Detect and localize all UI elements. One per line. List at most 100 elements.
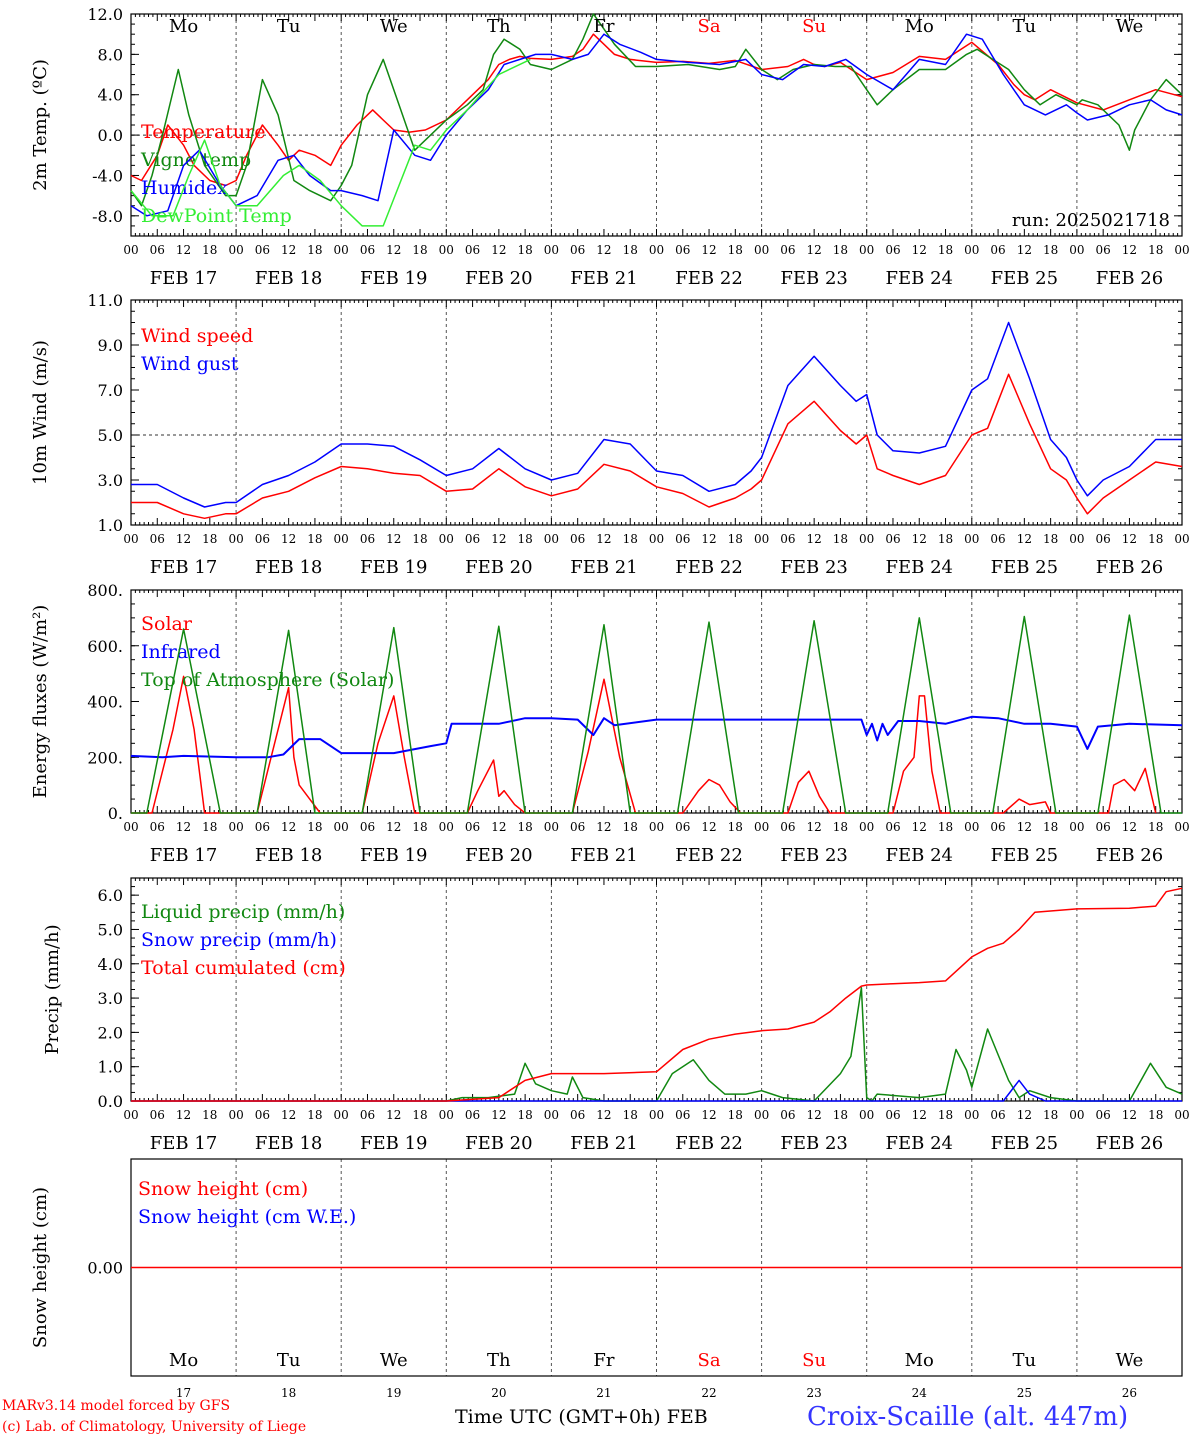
y-axis-label: Precip (mm/h)	[42, 924, 63, 1054]
y-tick-label: 5.0	[98, 920, 123, 939]
hour-tick-label: 00	[544, 243, 559, 257]
hour-tick-label: 06	[885, 532, 900, 546]
hour-tick-label: 06	[360, 243, 375, 257]
hour-tick-label: 00	[859, 243, 874, 257]
hour-tick-label: 06	[570, 532, 585, 546]
hour-tick-label: 06	[885, 820, 900, 834]
y-tick-label: 7.0	[98, 381, 123, 400]
hour-tick-label: 06	[360, 1108, 375, 1122]
hour-tick-label: 00	[123, 1108, 138, 1122]
y-tick-label: 600.	[87, 637, 123, 656]
hour-tick-label: 18	[938, 532, 953, 546]
weekday-label: Sa	[698, 1350, 721, 1371]
hour-tick-label: 12	[596, 243, 611, 257]
day-number-label: 19	[386, 1386, 401, 1400]
y-tick-label: 4.0	[98, 86, 123, 105]
y-tick-label: 400.	[87, 693, 123, 712]
hour-tick-label: 00	[1069, 243, 1084, 257]
hour-tick-label: 18	[728, 532, 743, 546]
date-label: FEB 23	[780, 557, 847, 578]
hour-tick-label: 12	[912, 1108, 927, 1122]
date-label: FEB 19	[360, 845, 427, 866]
date-label: FEB 22	[675, 845, 742, 866]
weekday-label: Mo	[905, 1350, 934, 1371]
hour-tick-label: 00	[859, 820, 874, 834]
legend-entry: Wind gust	[141, 353, 239, 375]
hour-tick-label: 12	[386, 820, 401, 834]
date-label: FEB 20	[465, 845, 532, 866]
day-number-label: 17	[176, 1386, 191, 1400]
legend-entry: Liquid precip (mm/h)	[141, 901, 345, 923]
plot-frame	[130, 589, 1183, 814]
hour-tick-label: 06	[570, 1108, 585, 1122]
hour-tick-label: 12	[701, 532, 716, 546]
date-label: FEB 17	[150, 268, 217, 289]
y-axis-label: 2m Temp. (ºC)	[30, 59, 51, 191]
hour-tick-label: 00	[228, 243, 243, 257]
legend-entry: Snow height (cm)	[138, 1178, 308, 1200]
hour-tick-label: 06	[990, 243, 1005, 257]
hour-tick-label: 00	[754, 820, 769, 834]
legend-entry: Snow height (cm W.E.)	[138, 1206, 356, 1228]
weekday-label: Su	[802, 16, 826, 37]
date-label: FEB 25	[991, 557, 1058, 578]
date-label: FEB 25	[991, 1133, 1058, 1154]
legend-entry: Wind speed	[141, 325, 253, 347]
hour-tick-label: 00	[1174, 532, 1189, 546]
date-label: FEB 20	[465, 1133, 532, 1154]
weekday-label: We	[1116, 16, 1144, 37]
y-tick-label: 1.0	[98, 516, 123, 535]
day-number-label: 24	[912, 1386, 928, 1400]
hour-tick-label: 06	[1096, 820, 1111, 834]
y-axis-label: Snow height (cm)	[30, 1187, 51, 1348]
legend-entry: Temperature	[141, 121, 265, 143]
hour-tick-label: 18	[517, 532, 532, 546]
hour-tick-label: 00	[649, 243, 664, 257]
y-tick-label: 8.0	[98, 45, 123, 64]
hour-tick-label: 00	[334, 243, 349, 257]
series-line	[130, 715, 1183, 759]
weekday-label: Tu	[277, 1350, 301, 1371]
weekday-label: Mo	[905, 16, 934, 37]
date-label: FEB 19	[360, 1133, 427, 1154]
date-label: FEB 18	[255, 268, 322, 289]
date-label: FEB 26	[1096, 845, 1163, 866]
time-axis-caption: Time UTC (GMT+0h) FEB	[455, 1406, 708, 1428]
hour-tick-label: 06	[675, 532, 690, 546]
weekday-label: Mo	[169, 16, 198, 37]
legend-entry: Infrared	[141, 641, 221, 663]
hour-tick-label: 12	[701, 1108, 716, 1122]
series-line	[130, 58, 531, 227]
hour-tick-label: 18	[1043, 532, 1058, 546]
hour-tick-label: 12	[176, 820, 191, 834]
hour-tick-label: 18	[833, 243, 848, 257]
y-tick-label: 3.0	[98, 989, 123, 1008]
hour-tick-label: 00	[544, 820, 559, 834]
hour-tick-label: 06	[990, 532, 1005, 546]
hour-tick-label: 06	[150, 243, 165, 257]
hour-tick-label: 18	[728, 243, 743, 257]
hour-tick-label: 06	[990, 820, 1005, 834]
station-name: Croix-Scaille (alt. 447m)	[807, 1402, 1129, 1432]
series-line	[131, 675, 1157, 814]
y-tick-label: 12.0	[87, 5, 123, 24]
legend-entry: DewPoint Temp	[141, 205, 292, 227]
hour-tick-label: 12	[596, 532, 611, 546]
date-label: FEB 20	[465, 268, 532, 289]
weekday-label: Fr	[593, 16, 614, 37]
hour-tick-label: 06	[465, 1108, 480, 1122]
hour-tick-label: 18	[202, 532, 217, 546]
date-label: FEB 18	[255, 557, 322, 578]
hour-tick-label: 00	[859, 1108, 874, 1122]
y-tick-label: 1.0	[98, 1058, 123, 1077]
hour-tick-label: 18	[1148, 532, 1163, 546]
y-tick-label: 2.0	[98, 1023, 123, 1042]
date-label: FEB 24	[886, 1133, 953, 1154]
hour-tick-label: 06	[570, 243, 585, 257]
hour-tick-label: 00	[439, 243, 454, 257]
hour-tick-label: 12	[1017, 532, 1032, 546]
hour-tick-label: 18	[412, 243, 427, 257]
date-label: FEB 22	[675, 557, 742, 578]
hour-tick-label: 12	[1017, 1108, 1032, 1122]
